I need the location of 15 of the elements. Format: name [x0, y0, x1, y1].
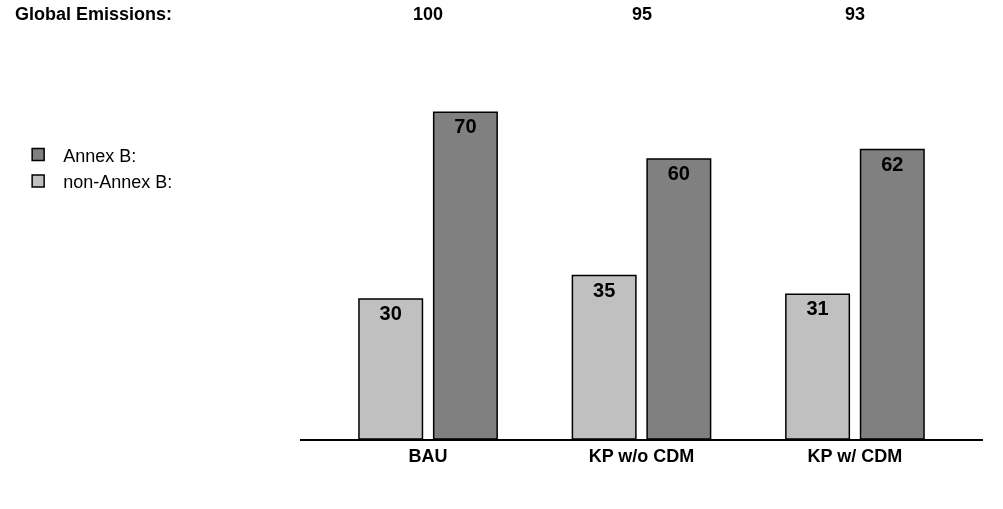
- data-label: 60: [667, 161, 690, 184]
- legend-label: non-Annex B:: [63, 171, 173, 192]
- data-label: 35: [593, 278, 616, 301]
- data-label: 70: [454, 115, 477, 138]
- legend-label: Annex B:: [63, 145, 137, 166]
- data-label: 31: [806, 297, 829, 320]
- text: 93: [845, 4, 866, 24]
- text: Global Emissions:: [15, 4, 173, 24]
- text: 95: [632, 4, 653, 24]
- x-tick-label: KP w/ CDM: [807, 446, 903, 467]
- x-tick-label: BAU: [408, 446, 448, 467]
- data-label: 30: [379, 301, 402, 324]
- text: 100: [413, 4, 444, 24]
- x-tick-label: KP w/o CDM: [588, 446, 695, 467]
- data-label: 62: [881, 152, 904, 175]
